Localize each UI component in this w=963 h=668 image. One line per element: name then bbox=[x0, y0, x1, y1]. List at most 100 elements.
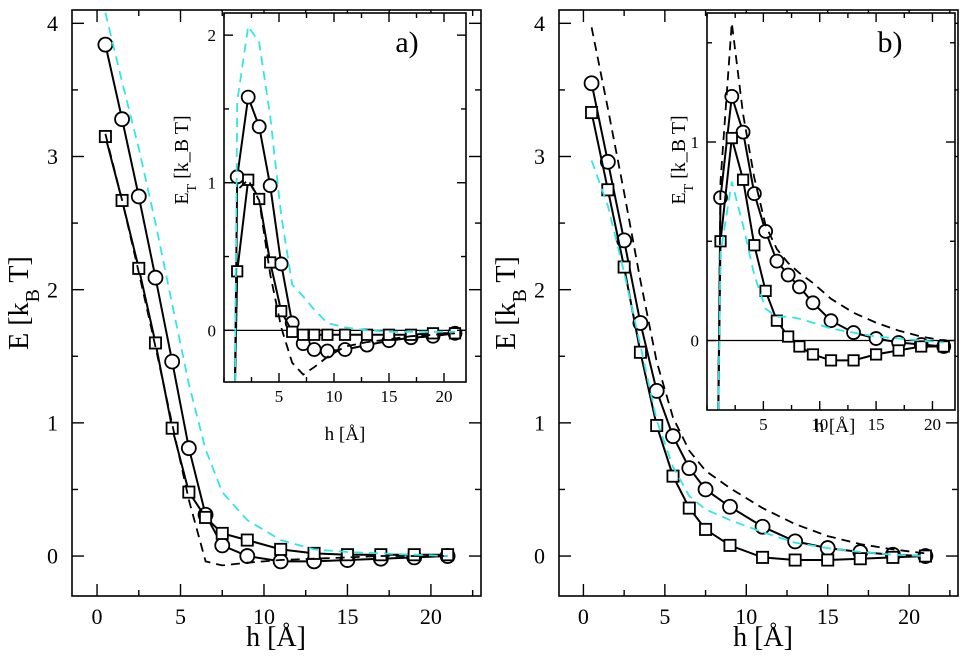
panel-0-ytick-label: 1 bbox=[47, 411, 58, 436]
panel-0-series-1-point bbox=[374, 548, 388, 562]
inset-0-series-0-point bbox=[262, 178, 278, 194]
inset-0-series-1-point bbox=[308, 328, 321, 341]
inset-0-ytick-label: 1 bbox=[208, 174, 217, 193]
panel-1-ytick-label: 1 bbox=[534, 411, 545, 436]
panel-0-series-1-point bbox=[199, 510, 213, 524]
panel-0-series-1-point bbox=[340, 548, 354, 562]
panel-0-plot-area bbox=[97, 12, 456, 570]
inset-1-frame bbox=[706, 12, 956, 411]
panel-1-series-0-point bbox=[697, 481, 714, 498]
panel-0-series-0-point bbox=[130, 188, 147, 205]
inset-1-series-1-point bbox=[759, 284, 772, 298]
inset-0-group: 5 10 15 20 0 1 2 h [Å] ET [k_B T] bbox=[171, 12, 467, 445]
inset-0-xtick-label: 5 bbox=[275, 387, 284, 406]
panel-0-series-1-point bbox=[215, 526, 229, 540]
inset-0-series-1-point bbox=[286, 325, 299, 338]
inset-1-xtick-label: 5 bbox=[759, 415, 768, 434]
panel-0-series-0-point bbox=[97, 36, 114, 53]
panel-0-xlabel: h [Å] bbox=[246, 622, 306, 653]
inset-1-series-0-point bbox=[724, 88, 740, 104]
inset-1-series-0-line bbox=[717, 96, 944, 410]
panel-1-label: b) bbox=[878, 26, 903, 59]
inset-0-ylabel: ET [k_B T] bbox=[171, 115, 200, 204]
panel-1-series-1-point bbox=[633, 345, 647, 359]
inset-1-series-1-point bbox=[806, 348, 820, 361]
inset-1-series-1-point bbox=[770, 314, 783, 327]
panel-0-series-0-point bbox=[147, 269, 164, 286]
inset-0-plot-area bbox=[229, 23, 463, 382]
panel-0-ytick-label: 3 bbox=[47, 144, 58, 169]
panel-0-ytick-label: 0 bbox=[47, 544, 58, 569]
inset-0-ytick-label: 2 bbox=[208, 26, 217, 45]
panel-0-series-1-point bbox=[240, 533, 254, 547]
inset-0-series-1-point bbox=[264, 256, 277, 269]
inset-0-series-1-point bbox=[275, 305, 288, 318]
panel-0-xtick-label: 20 bbox=[420, 604, 442, 629]
panel-1-series-1-point bbox=[886, 550, 900, 564]
panel-1-group: 0 5 10 15 20 0 1 2 3 4 h [Å] E [kB T] bbox=[491, 9, 959, 653]
inset-0-series-1-point bbox=[426, 327, 440, 340]
inset-1-series-1-point bbox=[782, 330, 795, 343]
panel-0-ytick-label: 2 bbox=[47, 277, 58, 302]
panel-1-series-0-point bbox=[754, 518, 771, 535]
inset-0-xtick-label: 15 bbox=[381, 387, 398, 406]
inset-1-series-1-point bbox=[824, 354, 838, 367]
panel-0-frame bbox=[71, 9, 482, 597]
panel-1-series-1-point bbox=[666, 469, 680, 483]
panel-0-ylabel: E [kB T] bbox=[4, 256, 44, 350]
inset-0-series-1-point bbox=[321, 328, 334, 341]
panel-0-xtick-label: 15 bbox=[336, 604, 358, 629]
panel-1-series-1-point bbox=[585, 106, 599, 120]
inset-1-series-3-line bbox=[717, 181, 944, 410]
inset-0-frame bbox=[223, 12, 467, 383]
inset-0-series-0-point bbox=[251, 119, 267, 135]
inset-1-series-2-line bbox=[717, 22, 944, 410]
inset-0-series-0-point bbox=[306, 342, 322, 357]
panel-1-xtick-label: 0 bbox=[578, 604, 589, 629]
panel-0-xtick-label: 0 bbox=[92, 604, 103, 629]
panel-1-xtick-label: 15 bbox=[817, 604, 839, 629]
inset-0-series-2-line bbox=[234, 178, 456, 382]
panel-1-series-1-point bbox=[699, 522, 713, 536]
inset-1-series-1-point bbox=[736, 173, 750, 186]
panel-1-ytick-label: 2 bbox=[534, 277, 545, 302]
inset-1-ylabel: ET [k_B T] bbox=[668, 115, 697, 204]
panel-1-series-0-point bbox=[665, 428, 681, 445]
inset-0-series-1-point bbox=[297, 328, 310, 341]
panel-1-series-0-point bbox=[583, 75, 600, 92]
panel-1-series-1-point bbox=[821, 553, 835, 567]
panel-1-ylabel: E [kB T] bbox=[491, 256, 531, 350]
inset-1-xtick-label: 20 bbox=[924, 415, 941, 434]
panel-0-series-0-point bbox=[164, 353, 181, 370]
panel-1-series-0-point bbox=[681, 460, 698, 477]
inset-0-series-0-point bbox=[273, 256, 289, 272]
panel-1-series-0-point bbox=[787, 533, 804, 550]
panel-1-frame bbox=[558, 9, 959, 597]
inset-1-series-0-point bbox=[792, 279, 807, 295]
panel-1-ytick-label: 0 bbox=[534, 544, 545, 569]
panel-1-series-2-line bbox=[590, 27, 926, 555]
panel-0-label: a) bbox=[395, 26, 418, 59]
inset-1-series-1-point bbox=[725, 131, 738, 145]
inset-1-series-1-point bbox=[892, 344, 905, 357]
inset-1-ytick-label: 0 bbox=[691, 331, 700, 350]
panel-0-series-0-point bbox=[180, 440, 197, 457]
panel-1-ytick-label: 3 bbox=[534, 144, 545, 169]
inset-1-series-1-point bbox=[847, 354, 860, 367]
panel-1-series-1-point bbox=[853, 552, 867, 566]
inset-1-series-0-point bbox=[868, 331, 884, 346]
panel-0-series-3-line bbox=[104, 12, 448, 557]
panel-1-series-1-point bbox=[617, 260, 631, 274]
panel-1-xtick-label: 10 bbox=[735, 604, 757, 629]
panel-0-series-1-point bbox=[274, 542, 288, 556]
inset-1-xlabel: h [Å] bbox=[815, 416, 856, 437]
panel-1-xlabel: h [Å] bbox=[733, 622, 793, 653]
panel-0-series-1-point bbox=[441, 548, 455, 562]
inset-1-series-0-point bbox=[780, 267, 796, 283]
panel-0-series-0-point bbox=[214, 537, 231, 554]
panel-1-series-1-point bbox=[682, 501, 696, 515]
panel-1-ytick-label: 4 bbox=[534, 11, 545, 36]
inset-0-series-1-point bbox=[231, 265, 244, 278]
